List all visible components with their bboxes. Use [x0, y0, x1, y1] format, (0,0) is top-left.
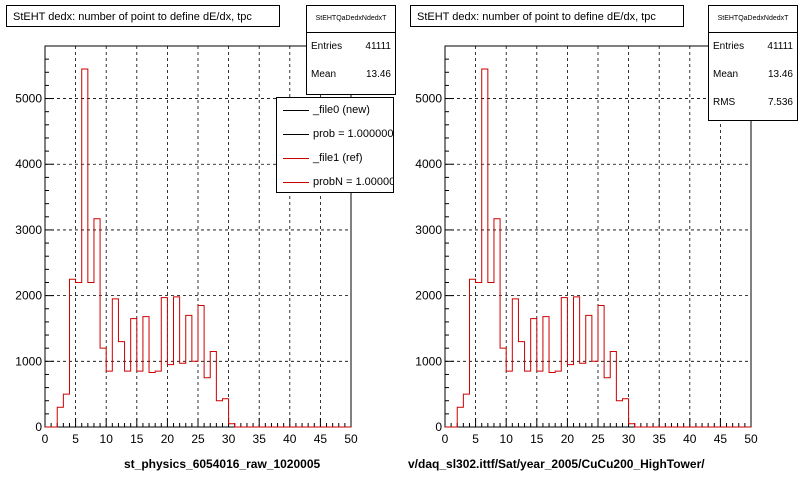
stats-row-mean: Mean 13.46	[709, 61, 797, 89]
stats-box-left: StEHTQaDedxNdedxT Entries 41111 Mean 13.…	[306, 5, 396, 108]
stats-label: Entries	[713, 41, 745, 52]
legend-line-swatch	[283, 134, 309, 135]
y-tick-label: 4000	[15, 157, 42, 171]
y-tick-label: 4000	[415, 157, 442, 171]
y-tick-label: 2000	[15, 289, 42, 303]
legend-line-swatch	[283, 158, 309, 159]
x-tick-label: 50	[744, 432, 758, 446]
stats-row-entries: Entries 41111	[709, 33, 797, 61]
x-tick-label: 15	[130, 432, 144, 446]
y-tick-label: 3000	[415, 223, 442, 237]
stats-label: Mean	[713, 69, 739, 80]
x-tick-label: 35	[653, 432, 667, 446]
stats-label: RMS	[713, 97, 736, 108]
legend-label: prob = 1.000000	[313, 128, 394, 140]
x-tick-label: 10	[100, 432, 114, 446]
x-tick-label: 0	[42, 432, 49, 446]
x-tick-label: 10	[500, 432, 514, 446]
y-tick-label: 5000	[415, 92, 442, 106]
stats-label: Entries	[311, 41, 343, 52]
y-tick-label: 0	[35, 420, 42, 434]
x-tick-label: 15	[530, 432, 544, 446]
stats-row-rms: RMS 7.536	[709, 89, 797, 117]
x-tick-label: 35	[253, 432, 267, 446]
x-tick-label: 5	[472, 432, 479, 446]
histogram-series-line	[445, 68, 751, 428]
x-tick-label: 20	[561, 432, 575, 446]
legend-label: probN = 1.000000	[313, 176, 394, 188]
x-tick-label: 45	[314, 432, 328, 446]
stats-value: 13.46	[767, 69, 793, 80]
legend-box: _file0 (new) prob = 1.000000 _file1 (ref…	[276, 97, 394, 193]
x-tick-label: 20	[161, 432, 175, 446]
x-tick-label: 40	[283, 432, 297, 446]
y-tick-label: 1000	[415, 354, 442, 368]
stats-value: 41111	[365, 41, 391, 52]
plot-title-text: StEHT dedx: number of point to define dE…	[417, 11, 656, 23]
legend-line-swatch	[283, 182, 309, 183]
stats-value: 13.46	[365, 69, 391, 80]
x-tick-label: 50	[344, 432, 358, 446]
stats-box-right: StEHTQaDedxNdedxT Entries 41111 Mean 13.…	[708, 5, 798, 121]
y-tick-label: 0	[435, 420, 442, 434]
legend-item: prob = 1.000000	[277, 122, 393, 146]
plot-title-right: StEHT dedx: number of point to define dE…	[410, 5, 684, 27]
x-axis-title-right: v/daq_sl302.ittf/Sat/year_2005/CuCu200_H…	[408, 457, 705, 471]
histogram-series-line	[45, 68, 351, 428]
x-tick-label: 5	[72, 432, 79, 446]
x-tick-label: 25	[191, 432, 205, 446]
x-tick-label: 0	[442, 432, 449, 446]
histogram-plot-right: 0 5 10 15 20 25 30 35 40 45 50 0 1000 2000 3000 4000 500…	[415, 45, 758, 446]
y-tick-label: 5000	[15, 92, 42, 106]
legend-item: probN = 1.000000	[277, 170, 394, 192]
legend-item: _file1 (ref)	[277, 146, 393, 170]
pad-right: 0 5 10 15 20 25 30 35 40 45 50 0 1000 2000 3000 4000 500…	[400, 0, 800, 471]
x-tick-label: 30	[622, 432, 636, 446]
y-tick-label: 3000	[15, 223, 42, 237]
stats-value: 41111	[767, 41, 793, 52]
y-tick-label: 2000	[415, 289, 442, 303]
plot-title-left: StEHT dedx: number of point to define dE…	[6, 5, 280, 27]
x-axis-title-left: st_physics_6054016_raw_1020005	[124, 457, 321, 471]
legend-label: _file1 (ref)	[313, 152, 363, 164]
stats-value: 7.536	[767, 97, 793, 108]
legend-item: _file0 (new)	[277, 98, 393, 122]
legend-line-swatch	[283, 110, 309, 111]
stats-name: StEHTQaDedxNdedxT	[307, 6, 395, 33]
legend-label: _file0 (new)	[313, 104, 370, 116]
stats-label: Mean	[311, 69, 337, 80]
pad-left: 0 5 10 15 20 25 30 35 40 45 50 0 1000 2000 3000 4000 500…	[0, 0, 396, 471]
plot-frame	[444, 45, 752, 428]
x-tick-label: 30	[222, 432, 236, 446]
x-tick-label: 40	[683, 432, 697, 446]
stats-name: StEHTQaDedxNdedxT	[709, 6, 797, 33]
x-tick-label: 45	[714, 432, 728, 446]
y-tick-label: 1000	[15, 354, 42, 368]
stats-row-entries: Entries 41111	[307, 33, 395, 61]
plot-title-text: StEHT dedx: number of point to define dE…	[13, 11, 252, 23]
stats-row-mean: Mean 13.46	[307, 61, 395, 89]
x-tick-label: 25	[591, 432, 605, 446]
